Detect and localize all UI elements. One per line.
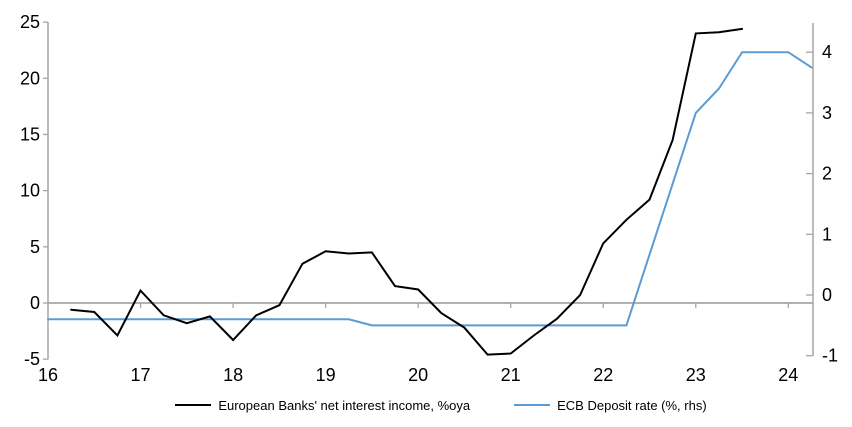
left-axis-label: 20 [20, 68, 40, 88]
series-line-net-interest-income [70, 27, 744, 356]
legend-line-blue-icon [514, 404, 551, 406]
right-axis-label: 2 [822, 164, 832, 184]
x-axis-label: 19 [316, 365, 336, 385]
right-axis-label: 0 [822, 285, 832, 305]
left-axis-label: 0 [30, 293, 40, 313]
chart-legend: European Banks' net interest income, %oy… [0, 394, 852, 416]
legend-item-net-interest-income: European Banks' net interest income, %oy… [175, 398, 470, 413]
left-axis-label: 25 [20, 12, 40, 32]
x-axis-label: 22 [593, 365, 613, 385]
right-axis-label: -1 [822, 346, 838, 366]
right-axis-label: 4 [822, 42, 832, 62]
x-axis-label: 20 [408, 365, 428, 385]
left-axis-label: 5 [30, 237, 40, 257]
left-axis-label: 15 [20, 124, 40, 144]
x-axis-label: 21 [501, 365, 521, 385]
legend-line-black-icon [175, 404, 212, 406]
left-axis-label: 10 [20, 181, 40, 201]
right-axis-label: 3 [822, 103, 832, 123]
legend-item-ecb-deposit-rate: ECB Deposit rate (%, rhs) [514, 398, 707, 413]
series-line-ecb-deposit-rate [47, 51, 813, 327]
legend-label-ecb-deposit-rate: ECB Deposit rate (%, rhs) [557, 397, 707, 413]
right-axis-label: 1 [822, 224, 832, 244]
x-axis-label: 16 [38, 365, 58, 385]
legend-label-net-interest-income: European Banks' net interest income, %oy… [218, 397, 471, 413]
x-axis-label: 17 [131, 365, 151, 385]
x-axis-label: 24 [778, 365, 798, 385]
x-axis-label: 18 [223, 365, 243, 385]
x-axis-label: 23 [686, 365, 706, 385]
left-axis-label: -5 [24, 349, 40, 369]
